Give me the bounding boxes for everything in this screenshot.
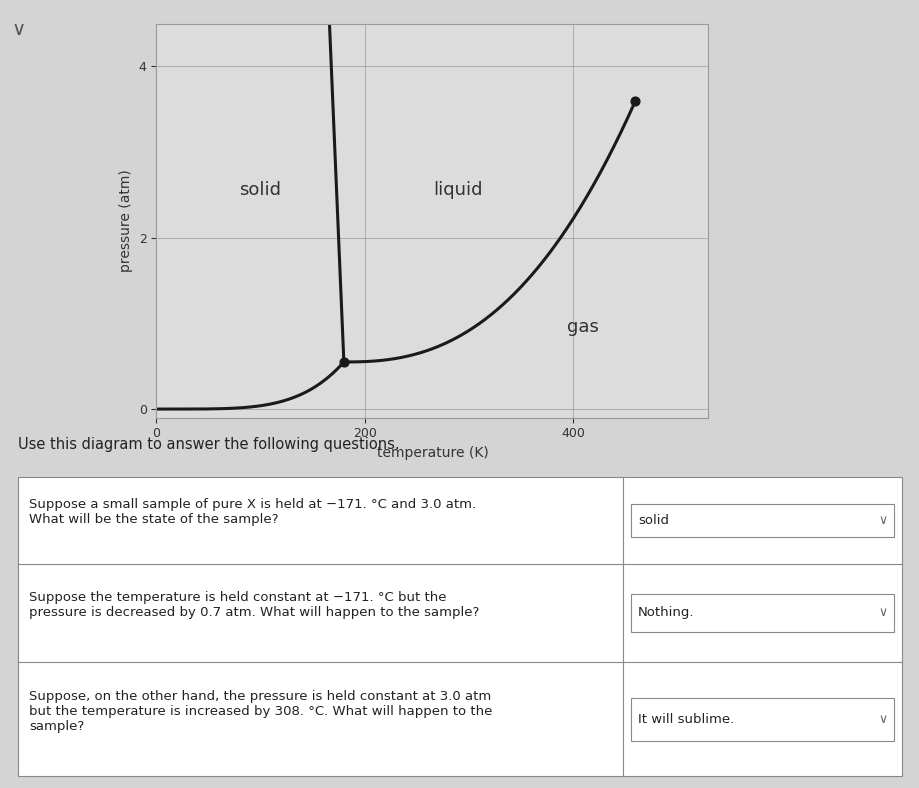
Text: Suppose a small sample of pure X is held at −171. °C and 3.0 atm.
What will be t: Suppose a small sample of pure X is held… [29, 498, 476, 526]
Text: Suppose, on the other hand, the pressure is held constant at 3.0 atm
but the tem: Suppose, on the other hand, the pressure… [29, 690, 493, 733]
Text: ∨: ∨ [878, 514, 887, 526]
X-axis label: temperature (K): temperature (K) [376, 446, 488, 460]
Text: ∨: ∨ [11, 20, 25, 39]
Y-axis label: pressure (atm): pressure (atm) [119, 169, 133, 272]
Text: It will sublime.: It will sublime. [638, 713, 733, 726]
Point [336, 355, 351, 368]
Text: solid: solid [638, 514, 668, 526]
Text: ∨: ∨ [878, 607, 887, 619]
Point [628, 95, 642, 107]
Text: Use this diagram to answer the following questions.: Use this diagram to answer the following… [18, 437, 400, 452]
Text: gas: gas [567, 318, 598, 336]
Text: Suppose the temperature is held constant at −171. °C but the
pressure is decreas: Suppose the temperature is held constant… [29, 591, 480, 619]
Text: liquid: liquid [433, 181, 482, 199]
Text: solid: solid [239, 181, 281, 199]
Text: Nothing.: Nothing. [638, 607, 694, 619]
Text: ∨: ∨ [878, 713, 887, 726]
